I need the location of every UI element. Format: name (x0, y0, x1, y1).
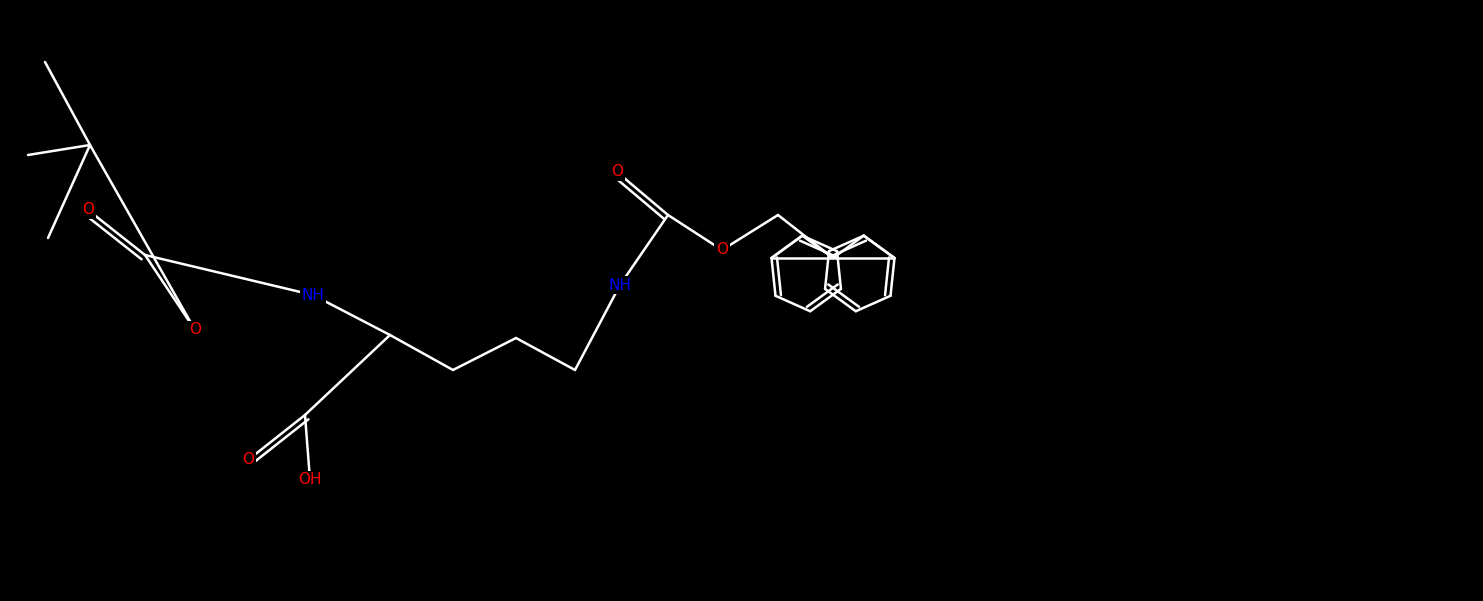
Text: O: O (188, 323, 202, 338)
Text: OH: OH (298, 472, 322, 487)
Text: O: O (611, 165, 623, 180)
Text: NH: NH (608, 278, 632, 293)
Text: NH: NH (301, 287, 325, 302)
Text: O: O (242, 453, 254, 468)
Text: O: O (716, 242, 728, 257)
Text: O: O (82, 203, 93, 218)
